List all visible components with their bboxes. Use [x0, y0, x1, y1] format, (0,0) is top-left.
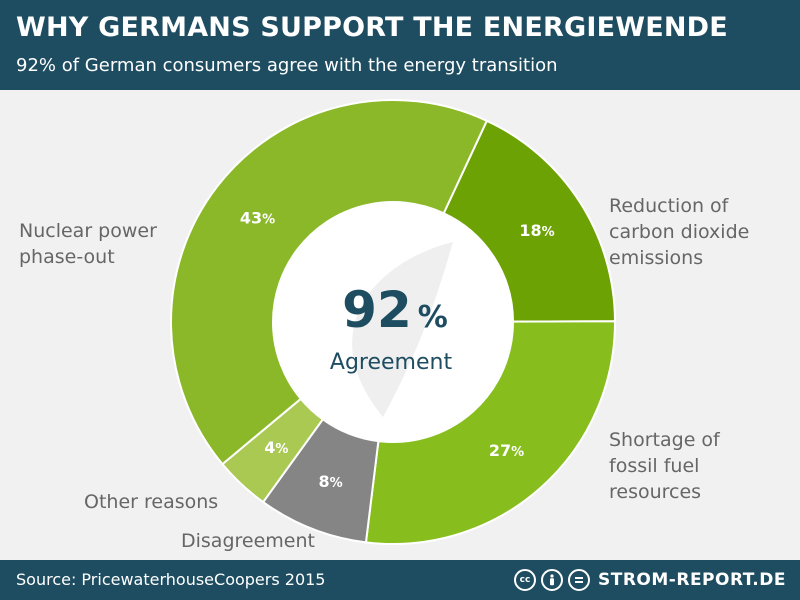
page-title: WHY GERMANS SUPPORT THE ENERGIEWENDE [16, 12, 728, 43]
slice-value-label: 4% [264, 438, 288, 457]
cc-icon: cc [514, 569, 536, 591]
center-label: Agreement [330, 350, 453, 375]
category-label: Shortage of fossil fuel resources [609, 429, 721, 503]
footer-bar: Source: PricewaterhouseCoopers 2015 cc S… [0, 560, 800, 600]
slice-value-label: 43% [240, 209, 275, 228]
equals-icon [568, 569, 590, 591]
slice-reduction-of-carbon-dioxide-emissions [442, 119, 617, 323]
leaf-watermark-icon [352, 242, 453, 417]
category-label: Reduction of carbon dioxide emissions [609, 195, 749, 269]
category-label: Nuclear power phase-out [19, 220, 157, 268]
category-label: Disagreement [181, 530, 315, 552]
slice-nuclear-power-phase-out [170, 99, 489, 466]
slice-value-label: 18% [519, 221, 554, 240]
donut-chart: 18% 27% 8% 4% 43% 92 % Agreement Reduction of car… [19, 99, 749, 552]
header-bar: WHY GERMANS SUPPORT THE ENERGIEWENDE 92%… [0, 0, 800, 90]
brand-area: cc STROM-REPORT.DE [514, 567, 786, 593]
page-subtitle: 92% of German consumers agree with the e… [16, 55, 558, 76]
slice-value-label: 8% [319, 472, 343, 491]
slice-value-label: 27% [489, 441, 524, 460]
brand-name: STROM-REPORT.DE [598, 570, 786, 590]
source-note: Source: PricewaterhouseCoopers 2015 [16, 570, 326, 589]
person-icon [541, 569, 563, 591]
slice-shortage-of-fossil-fuel-resources [364, 320, 616, 545]
category-label: Other reasons [84, 491, 218, 513]
center-value: 92% [342, 281, 448, 339]
chart-area: 18% 27% 8% 4% 43% 92% Agreement Reduction of car… [0, 90, 800, 560]
